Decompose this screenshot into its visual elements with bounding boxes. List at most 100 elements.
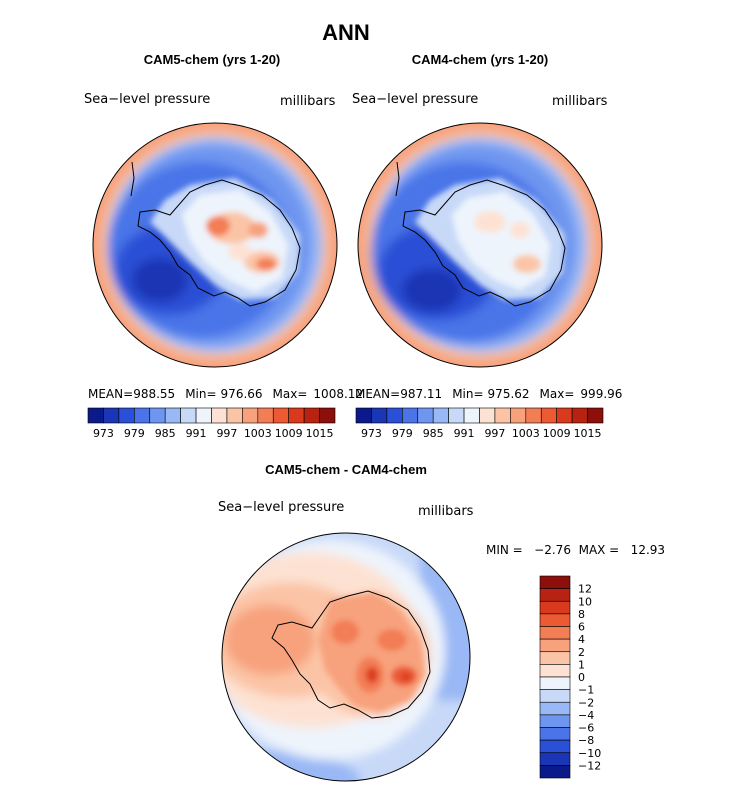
colorbar-swatch	[525, 407, 542, 424]
units-label: millibars	[552, 94, 608, 109]
colorbar-tick-label: 997	[484, 427, 505, 440]
colorbar-swatch	[539, 600, 571, 615]
colorbar-swatch	[303, 407, 320, 424]
colorbar-swatch	[463, 407, 480, 424]
units-label: millibars	[418, 504, 474, 519]
colorbar-tick-label: −2	[578, 696, 594, 709]
colorbar-tick-label: 997	[216, 427, 237, 440]
colorbar-tick-label: 1015	[574, 427, 602, 440]
colorbar-swatch	[539, 727, 571, 741]
colorbar-swatch	[539, 638, 571, 653]
colorbar-swatch	[386, 407, 403, 424]
panel-title: CAM5-chem (yrs 1-20)	[144, 52, 281, 67]
colorbar-tick-label: 10	[578, 595, 592, 608]
colorbar-swatch	[134, 407, 151, 424]
colorbar-swatch	[272, 407, 289, 424]
colorbar-tick-label: 4	[578, 633, 585, 646]
polar-map	[222, 533, 470, 781]
colorbar-swatch	[402, 407, 419, 424]
colorbar-swatch	[539, 651, 571, 665]
panel-cam5: CAM5-chem (yrs 1-20) Sea−level pressure …	[84, 52, 363, 440]
colorbar-tick-label: 973	[93, 427, 114, 440]
panel-difference: CAM5-chem - CAM4-chem Sea−level pressure…	[218, 462, 665, 782]
colorbar-tick-label: 985	[155, 427, 176, 440]
colorbar-swatch	[539, 588, 571, 602]
colorbar-tick-label: 991	[186, 427, 207, 440]
colorbar-swatch	[164, 407, 181, 424]
colorbar-swatch	[371, 407, 388, 424]
colorbar-swatch	[556, 407, 573, 424]
coastline	[395, 161, 566, 307]
colorbar-swatch	[118, 407, 135, 424]
colorbar-swatch	[539, 765, 571, 779]
colorbar-swatch	[479, 407, 496, 424]
colorbar-tick-label: 1009	[275, 427, 303, 440]
polar-map	[93, 123, 337, 367]
colorbar-tick-label: −8	[578, 734, 594, 747]
figure-title: ANN	[322, 20, 370, 45]
colorbar-tick-label: 1015	[306, 427, 334, 440]
coastline	[130, 161, 301, 307]
colorbar-tick-label: 8	[578, 608, 585, 621]
colorbar-swatch	[103, 407, 120, 424]
variable-label: Sea−level pressure	[352, 92, 478, 107]
colorbar-swatch	[510, 407, 527, 424]
colorbar-swatch	[539, 689, 571, 703]
colorbar-swatch	[539, 613, 571, 627]
colorbar-swatch	[494, 407, 511, 424]
colorbar-tick-label: 2	[578, 646, 585, 659]
colorbar-tick-label: 985	[423, 427, 444, 440]
variable-label: Sea−level pressure	[84, 92, 210, 107]
colorbar-swatch	[226, 407, 243, 424]
colorbar-swatch	[319, 407, 336, 424]
units-label: millibars	[280, 94, 336, 109]
colorbar-swatch	[180, 407, 197, 424]
colorbar-swatch	[195, 407, 212, 424]
colorbar-swatch	[539, 752, 571, 766]
colorbar-tick-label: −6	[578, 722, 594, 735]
colorbar-tick-label: 1003	[512, 427, 540, 440]
stats-line: MEAN=987.11 Min= 975.62 Max= 999.96	[355, 387, 622, 401]
colorbar-tick-label: 979	[392, 427, 413, 440]
colorbar-swatch	[539, 701, 571, 716]
colorbar: 973 979 985 991 997 1003 1009 1015	[87, 407, 336, 440]
colorbar-swatch	[288, 407, 305, 424]
colorbar-swatch	[211, 407, 228, 424]
colorbar-swatch	[257, 407, 274, 424]
colorbar-swatch	[432, 407, 449, 424]
colorbar-swatch	[87, 407, 104, 424]
colorbar-swatch	[571, 407, 588, 424]
colorbar-tick-label: 6	[578, 621, 585, 634]
colorbar-tick-label: −10	[578, 747, 601, 760]
colorbar-tick-label: 0	[578, 671, 585, 684]
polar-map	[358, 123, 602, 367]
colorbar-tick-label: −12	[578, 759, 601, 772]
colorbar-swatch	[539, 714, 571, 728]
colorbar-tick-label: 979	[124, 427, 145, 440]
variable-label: Sea−level pressure	[218, 500, 344, 515]
colorbar-swatch	[539, 676, 571, 690]
colorbar-swatch	[417, 407, 434, 424]
panel-title: CAM4-chem (yrs 1-20)	[412, 52, 549, 67]
panel-title: CAM5-chem - CAM4-chem	[265, 462, 427, 477]
colorbar-tick-label: 1009	[543, 427, 571, 440]
colorbar-swatch	[242, 407, 259, 424]
colorbar-tick-label: −4	[578, 709, 594, 722]
colorbar-tick-label: 12	[578, 583, 592, 596]
colorbar-swatch	[539, 664, 571, 678]
colorbar-swatch	[355, 407, 372, 424]
colorbar-tick-label: 1003	[244, 427, 272, 440]
minmax-label: MIN = −2.76 MAX = 12.93	[486, 543, 665, 557]
colorbar-tick-label: 973	[361, 427, 382, 440]
colorbar-swatch	[539, 575, 571, 589]
colorbar: 973 979 985 991 997 1003 1009 1015	[355, 407, 604, 440]
colorbar-swatch	[539, 739, 571, 754]
colorbar-swatch	[539, 626, 571, 640]
colorbar-tick-label: 991	[454, 427, 475, 440]
colorbar-tick-label: −1	[578, 684, 594, 697]
colorbar-swatch	[448, 407, 465, 424]
coastline	[271, 590, 431, 719]
panel-cam4: CAM4-chem (yrs 1-20) Sea−level pressure …	[352, 52, 622, 440]
